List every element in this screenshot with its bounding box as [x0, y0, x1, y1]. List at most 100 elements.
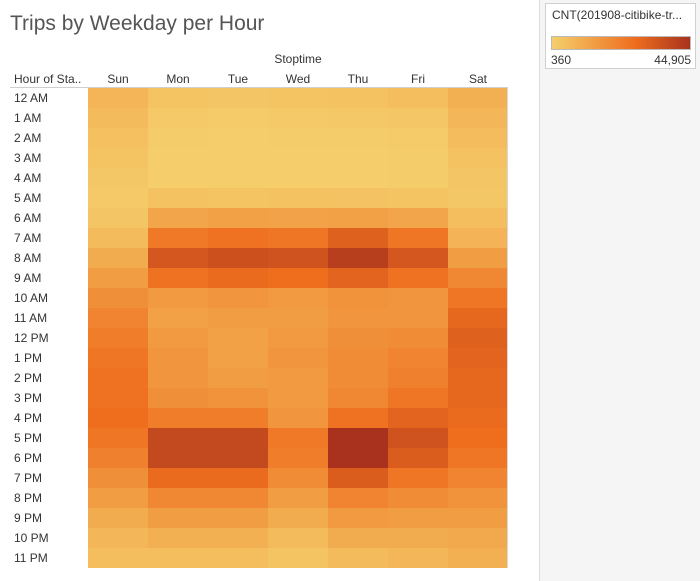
heatmap-cell[interactable]: Tue 1 AM — [208, 108, 268, 128]
heatmap-cell[interactable]: Sat 1 PM — [448, 348, 508, 368]
heatmap-cell[interactable]: Tue 10 AM — [208, 288, 268, 308]
heatmap-cell[interactable]: Sun 6 AM — [88, 208, 148, 228]
heatmap-cell[interactable]: Tue 10 PM — [208, 528, 268, 548]
heatmap-cell[interactable]: Sat 11 AM — [448, 308, 508, 328]
heatmap-cell[interactable]: Fri 2 AM — [388, 128, 448, 148]
heatmap-cell[interactable]: Thu 9 PM — [328, 508, 388, 528]
heatmap-cell[interactable]: Mon 12 PM — [148, 328, 208, 348]
heatmap-cell[interactable]: Wed 3 AM — [268, 148, 328, 168]
heatmap-cell[interactable]: Sun 5 AM — [88, 188, 148, 208]
heatmap-cell[interactable]: Sun 8 AM — [88, 248, 148, 268]
heatmap-cell[interactable]: Tue 7 PM — [208, 468, 268, 488]
heatmap-cell[interactable]: Wed 10 PM — [268, 528, 328, 548]
heatmap-cell[interactable]: Wed 4 PM — [268, 408, 328, 428]
heatmap-cell[interactable]: Mon 11 AM — [148, 308, 208, 328]
heatmap-cell[interactable]: Fri 7 AM — [388, 228, 448, 248]
heatmap-cell[interactable]: Thu 7 PM — [328, 468, 388, 488]
heatmap-cell[interactable]: Tue 7 AM — [208, 228, 268, 248]
heatmap-cell[interactable]: Wed 5 AM — [268, 188, 328, 208]
heatmap-cell[interactable]: Fri 8 PM — [388, 488, 448, 508]
heatmap-cell[interactable]: Sun 11 PM — [88, 548, 148, 568]
heatmap-cell[interactable]: Tue 1 PM — [208, 348, 268, 368]
heatmap-cell[interactable]: Tue 2 AM — [208, 128, 268, 148]
heatmap-cell[interactable]: Thu 1 PM — [328, 348, 388, 368]
heatmap-cell[interactable]: Thu 5 AM — [328, 188, 388, 208]
heatmap-cell[interactable]: Thu 6 AM — [328, 208, 388, 228]
heatmap-cell[interactable]: Sun 1 AM — [88, 108, 148, 128]
heatmap-cell[interactable]: Fri 11 AM — [388, 308, 448, 328]
heatmap-cell[interactable]: Tue 4 AM — [208, 168, 268, 188]
heatmap-cell[interactable]: Sat 3 PM — [448, 388, 508, 408]
heatmap-cell[interactable]: Thu 5 PM — [328, 428, 388, 448]
heatmap-cell[interactable]: Sat 7 PM — [448, 468, 508, 488]
heatmap-cell[interactable]: Sat 12 AM — [448, 88, 508, 108]
heatmap-cell[interactable]: Thu 11 PM — [328, 548, 388, 568]
heatmap-cell[interactable]: Wed 10 AM — [268, 288, 328, 308]
heatmap-cell[interactable]: Tue 6 AM — [208, 208, 268, 228]
heatmap-cell[interactable]: Thu 1 AM — [328, 108, 388, 128]
heatmap-cell[interactable]: Sat 3 AM — [448, 148, 508, 168]
heatmap-cell[interactable]: Thu 6 PM — [328, 448, 388, 468]
heatmap-cell[interactable]: Mon 9 PM — [148, 508, 208, 528]
heatmap-cell[interactable]: Mon 7 AM — [148, 228, 208, 248]
heatmap-cell[interactable]: Mon 4 AM — [148, 168, 208, 188]
heatmap-cell[interactable]: Sun 3 PM — [88, 388, 148, 408]
heatmap-cell[interactable]: Wed 12 AM — [268, 88, 328, 108]
heatmap-cell[interactable]: Fri 8 AM — [388, 248, 448, 268]
heatmap-cell[interactable]: Thu 12 AM — [328, 88, 388, 108]
heatmap-cell[interactable]: Sat 9 AM — [448, 268, 508, 288]
heatmap-cell[interactable]: Fri 9 AM — [388, 268, 448, 288]
heatmap-cell[interactable]: Fri 11 PM — [388, 548, 448, 568]
heatmap-cell[interactable]: Wed 8 PM — [268, 488, 328, 508]
heatmap-cell[interactable]: Wed 11 PM — [268, 548, 328, 568]
heatmap-cell[interactable]: Sun 12 PM — [88, 328, 148, 348]
heatmap-cell[interactable]: Wed 6 AM — [268, 208, 328, 228]
heatmap-cell[interactable]: Sun 5 PM — [88, 428, 148, 448]
heatmap-cell[interactable]: Fri 10 AM — [388, 288, 448, 308]
heatmap-cell[interactable]: Wed 11 AM — [268, 308, 328, 328]
heatmap-cell[interactable]: Wed 2 AM — [268, 128, 328, 148]
heatmap-cell[interactable]: Sun 3 AM — [88, 148, 148, 168]
heatmap-cell[interactable]: Thu 8 PM — [328, 488, 388, 508]
heatmap-cell[interactable]: Tue 6 PM — [208, 448, 268, 468]
heatmap-cell[interactable]: Wed 9 AM — [268, 268, 328, 288]
heatmap-cell[interactable]: Wed 7 AM — [268, 228, 328, 248]
heatmap-cell[interactable]: Wed 4 AM — [268, 168, 328, 188]
heatmap-cell[interactable]: Sun 6 PM — [88, 448, 148, 468]
heatmap-cell[interactable]: Mon 1 PM — [148, 348, 208, 368]
heatmap-cell[interactable]: Tue 9 PM — [208, 508, 268, 528]
heatmap-cell[interactable]: Wed 1 PM — [268, 348, 328, 368]
heatmap-cell[interactable]: Fri 3 PM — [388, 388, 448, 408]
heatmap-cell[interactable]: Mon 5 PM — [148, 428, 208, 448]
heatmap-cell[interactable]: Fri 3 AM — [388, 148, 448, 168]
heatmap-cell[interactable]: Thu 12 PM — [328, 328, 388, 348]
heatmap-cell[interactable]: Sat 8 AM — [448, 248, 508, 268]
heatmap-cell[interactable]: Sat 4 AM — [448, 168, 508, 188]
heatmap-cell[interactable]: Fri 6 PM — [388, 448, 448, 468]
heatmap-cell[interactable]: Sat 11 PM — [448, 548, 508, 568]
heatmap-cell[interactable]: Sun 7 PM — [88, 468, 148, 488]
heatmap-cell[interactable]: Mon 1 AM — [148, 108, 208, 128]
heatmap-cell[interactable]: Mon 5 AM — [148, 188, 208, 208]
heatmap-cell[interactable]: Tue 8 PM — [208, 488, 268, 508]
heatmap-cell[interactable]: Thu 11 AM — [328, 308, 388, 328]
heatmap-cell[interactable]: Fri 4 AM — [388, 168, 448, 188]
heatmap-cell[interactable]: Thu 2 AM — [328, 128, 388, 148]
heatmap-cell[interactable]: Fri 10 PM — [388, 528, 448, 548]
heatmap-cell[interactable]: Sat 5 PM — [448, 428, 508, 448]
heatmap-cell[interactable]: Sun 8 PM — [88, 488, 148, 508]
heatmap-cell[interactable]: Mon 8 PM — [148, 488, 208, 508]
heatmap-cell[interactable]: Fri 1 AM — [388, 108, 448, 128]
heatmap-cell[interactable]: Mon 3 AM — [148, 148, 208, 168]
heatmap-cell[interactable]: Thu 2 PM — [328, 368, 388, 388]
heatmap-cell[interactable]: Fri 5 PM — [388, 428, 448, 448]
heatmap-cell[interactable]: Mon 9 AM — [148, 268, 208, 288]
heatmap-cell[interactable]: Sat 5 AM — [448, 188, 508, 208]
heatmap-cell[interactable]: Thu 3 PM — [328, 388, 388, 408]
heatmap-cell[interactable]: Sun 2 PM — [88, 368, 148, 388]
heatmap-cell[interactable]: Thu 4 AM — [328, 168, 388, 188]
heatmap-cell[interactable]: Tue 9 AM — [208, 268, 268, 288]
heatmap-cell[interactable]: Sun 10 PM — [88, 528, 148, 548]
heatmap-cell[interactable]: Sun 1 PM — [88, 348, 148, 368]
heatmap-cell[interactable]: Wed 5 PM — [268, 428, 328, 448]
